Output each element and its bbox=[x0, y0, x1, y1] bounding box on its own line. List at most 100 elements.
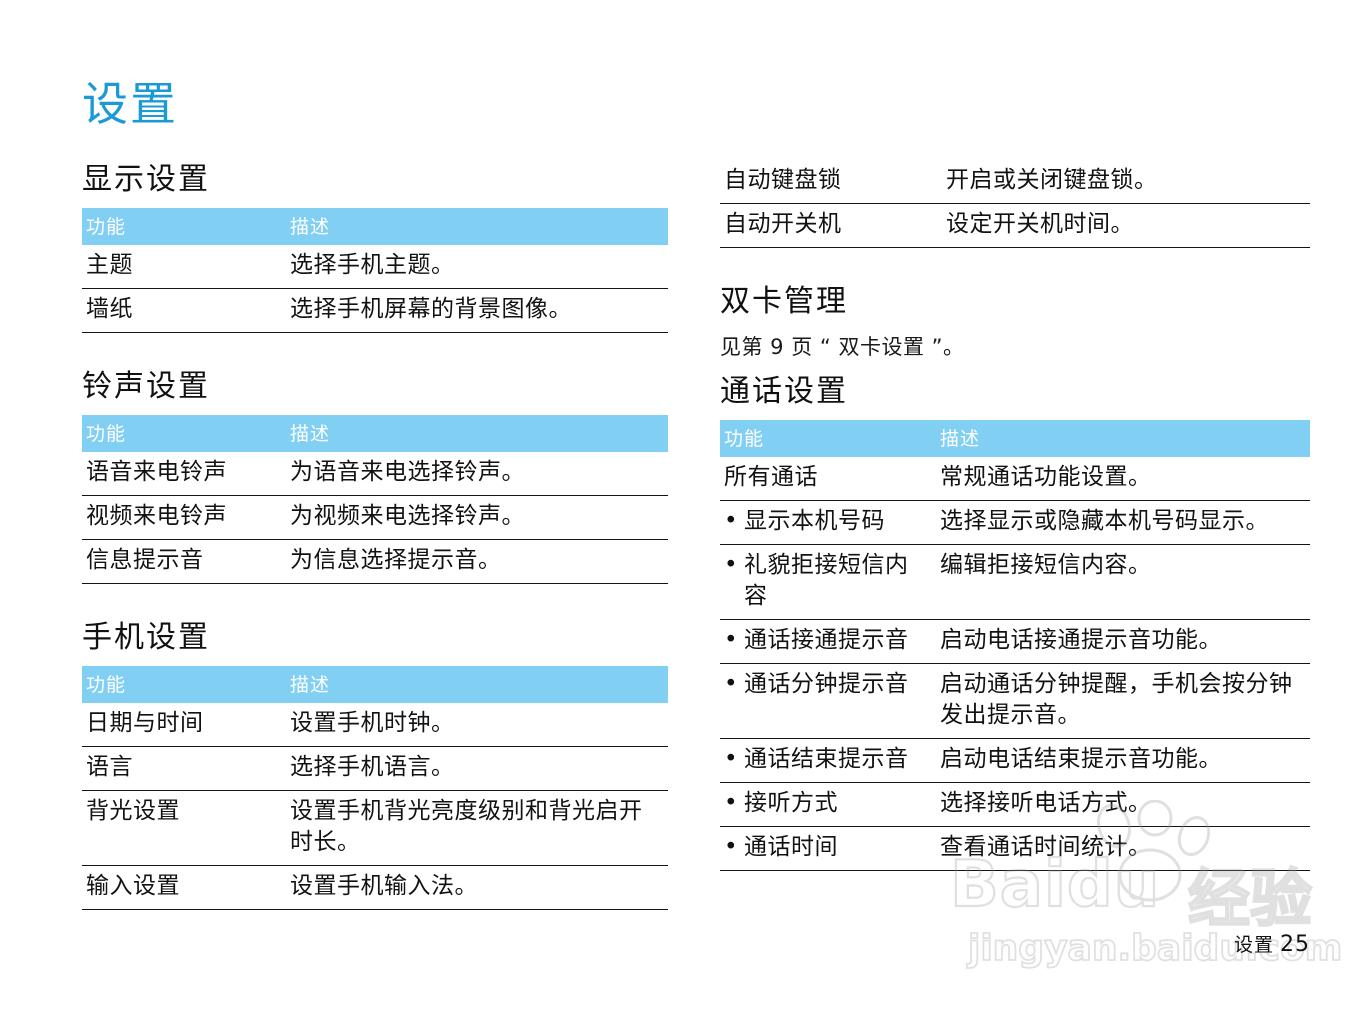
section-heading: 显示设置 bbox=[82, 162, 210, 197]
section-dual-sim-management: 双卡管理 见第 9 页 “ 双卡设置 ”。 bbox=[720, 282, 1310, 362]
cell-description: 设置手机时钟。 bbox=[286, 703, 668, 747]
cell-description: 为语音来电选择铃声。 bbox=[286, 452, 668, 496]
table-header-row: 功能 描述 bbox=[82, 415, 668, 452]
table-row: 墙纸 选择手机屏幕的背景图像。 bbox=[82, 288, 668, 333]
bullet-icon: • bbox=[724, 552, 739, 578]
cell-feature: • 通话接通提示音 bbox=[720, 619, 936, 664]
cell-feature-label: 通话接通提示音 bbox=[744, 627, 909, 653]
column-header-description: 描述 bbox=[936, 420, 1310, 457]
cell-feature: 信息提示音 bbox=[82, 539, 286, 584]
table-row: 语音来电铃声 为语音来电选择铃声。 bbox=[82, 452, 668, 496]
table-row: 日期与时间 设置手机时钟。 bbox=[82, 703, 668, 747]
table-row: 背光设置 设置手机背光亮度级别和背光启开时长。 bbox=[82, 790, 668, 866]
section-heading: 双卡管理 bbox=[720, 284, 848, 319]
footer-page-number: 25 bbox=[1280, 932, 1310, 957]
cell-description: 选择接听电话方式。 bbox=[936, 782, 1310, 827]
table-header-row: 功能 描述 bbox=[720, 420, 1310, 457]
cell-feature: • 通话结束提示音 bbox=[720, 738, 936, 783]
cell-feature: 所有通话 bbox=[720, 457, 936, 501]
cell-feature: 输入设置 bbox=[82, 865, 286, 910]
left-column: 显示设置 功能 描述 主题 选择手机主题。 墙纸 选择手机屏幕的背景图像。 铃声… bbox=[82, 160, 668, 910]
cell-feature: 背光设置 bbox=[82, 790, 286, 866]
spacer bbox=[82, 333, 668, 367]
cell-description: 选择手机语言。 bbox=[286, 746, 668, 791]
table-row: • 通话时间 查看通话时间统计。 bbox=[720, 826, 1310, 871]
cell-feature: 墙纸 bbox=[82, 288, 286, 333]
right-column: 自动键盘锁 开启或关闭键盘锁。 自动开关机 设定开关机时间。 双卡管理 见第 9… bbox=[720, 160, 1310, 871]
cell-description: 为信息选择提示音。 bbox=[286, 539, 668, 584]
table-row: • 显示本机号码 选择显示或隐藏本机号码显示。 bbox=[720, 500, 1310, 545]
cell-feature: 语言 bbox=[82, 746, 286, 791]
call-settings-table: 功能 描述 所有通话 常规通话功能设置。 • 显示本机号码 选择显示或隐藏本机号码… bbox=[720, 420, 1310, 871]
display-settings-table: 功能 描述 主题 选择手机主题。 墙纸 选择手机屏幕的背景图像。 bbox=[82, 208, 668, 333]
cell-description: 选择显示或隐藏本机号码显示。 bbox=[936, 500, 1310, 545]
section-phone-settings: 手机设置 功能 描述 日期与时间 设置手机时钟。 语言 选择手机语言。 背光设置… bbox=[82, 618, 668, 910]
section-heading: 通话设置 bbox=[720, 374, 848, 409]
cell-feature-label: 礼貌拒接短信内容 bbox=[744, 552, 909, 609]
cell-description: 设定开关机时间。 bbox=[942, 203, 1310, 248]
table-row: 语言 选择手机语言。 bbox=[82, 746, 668, 791]
section-ringtone-settings: 铃声设置 功能 描述 语音来电铃声 为语音来电选择铃声。 视频来电铃声 为视频来… bbox=[82, 367, 668, 584]
table-row: 主题 选择手机主题。 bbox=[82, 245, 668, 289]
cell-feature: • 通话时间 bbox=[720, 826, 936, 871]
cell-feature: 视频来电铃声 bbox=[82, 495, 286, 540]
bullet-icon: • bbox=[724, 746, 739, 772]
table-header-row: 功能 描述 bbox=[82, 208, 668, 245]
table-row: 输入设置 设置手机输入法。 bbox=[82, 865, 668, 910]
cell-feature-label: 通话时间 bbox=[744, 834, 838, 860]
table-row: 自动键盘锁 开启或关闭键盘锁。 bbox=[720, 160, 1310, 204]
bullet-icon: • bbox=[724, 790, 739, 816]
table-row: • 通话分钟提示音 启动通话分钟提醒，手机会按分钟发出提示音。 bbox=[720, 663, 1310, 739]
table-row: • 接听方式 选择接听电话方式。 bbox=[720, 782, 1310, 827]
cell-description: 常规通话功能设置。 bbox=[936, 457, 1310, 501]
bullet-icon: • bbox=[724, 671, 739, 697]
page-footer: 设置 25 bbox=[718, 930, 1310, 957]
column-header-description: 描述 bbox=[286, 415, 668, 452]
spacer bbox=[82, 584, 668, 618]
cell-feature: 自动开关机 bbox=[720, 203, 942, 248]
cell-description: 为视频来电选择铃声。 bbox=[286, 495, 668, 540]
cell-feature-label: 通话结束提示音 bbox=[744, 746, 909, 772]
cell-feature: 自动键盘锁 bbox=[720, 160, 942, 204]
table-row: • 礼貌拒接短信内容 编辑拒接短信内容。 bbox=[720, 544, 1310, 620]
table-row: 自动开关机 设定开关机时间。 bbox=[720, 203, 1310, 248]
cell-feature: • 礼貌拒接短信内容 bbox=[720, 544, 936, 620]
cell-description: 编辑拒接短信内容。 bbox=[936, 544, 1310, 620]
cell-description: 选择手机主题。 bbox=[286, 245, 668, 289]
bullet-icon: • bbox=[724, 508, 739, 534]
cell-feature: • 通话分钟提示音 bbox=[720, 663, 936, 739]
section-display-settings: 显示设置 功能 描述 主题 选择手机主题。 墙纸 选择手机屏幕的背景图像。 bbox=[82, 160, 668, 333]
cell-description: 选择手机屏幕的背景图像。 bbox=[286, 288, 668, 333]
table-row: • 通话结束提示音 启动电话结束提示音功能。 bbox=[720, 738, 1310, 783]
cell-description: 开启或关闭键盘锁。 bbox=[942, 160, 1310, 204]
table-row: 信息提示音 为信息选择提示音。 bbox=[82, 539, 668, 584]
cell-description: 查看通话时间统计。 bbox=[936, 826, 1310, 871]
ringtone-settings-table: 功能 描述 语音来电铃声 为语音来电选择铃声。 视频来电铃声 为视频来电选择铃声… bbox=[82, 415, 668, 584]
cell-feature: • 显示本机号码 bbox=[720, 500, 936, 545]
section-heading: 铃声设置 bbox=[82, 369, 210, 404]
cell-description: 启动电话结束提示音功能。 bbox=[936, 738, 1310, 783]
cell-feature-label: 通话分钟提示音 bbox=[744, 671, 909, 697]
continued-settings-table: 自动键盘锁 开启或关闭键盘锁。 自动开关机 设定开关机时间。 bbox=[720, 160, 1310, 248]
column-header-feature: 功能 bbox=[82, 208, 286, 245]
spacer bbox=[720, 248, 1310, 282]
spacer bbox=[720, 362, 1310, 372]
phone-settings-table: 功能 描述 日期与时间 设置手机时钟。 语言 选择手机语言。 背光设置 设置手机… bbox=[82, 666, 668, 910]
column-header-feature: 功能 bbox=[82, 415, 286, 452]
bullet-icon: • bbox=[724, 834, 739, 860]
table-header-row: 功能 描述 bbox=[82, 666, 668, 703]
table-row: • 通话接通提示音 启动电话接通提示音功能。 bbox=[720, 619, 1310, 664]
column-header-feature: 功能 bbox=[720, 420, 936, 457]
section-call-settings: 通话设置 功能 描述 所有通话 常规通话功能设置。 • 显示本机号码 选择显示或隐… bbox=[720, 372, 1310, 871]
cell-feature-label: 显示本机号码 bbox=[744, 508, 885, 534]
cell-description: 设置手机背光亮度级别和背光启开时长。 bbox=[286, 790, 668, 866]
bullet-icon: • bbox=[724, 627, 739, 653]
page-title: 设置 bbox=[82, 77, 178, 131]
column-header-feature: 功能 bbox=[82, 666, 286, 703]
table-row: 视频来电铃声 为视频来电选择铃声。 bbox=[82, 495, 668, 540]
cell-feature-label: 接听方式 bbox=[744, 790, 838, 816]
cell-description: 启动通话分钟提醒，手机会按分钟发出提示音。 bbox=[936, 663, 1310, 739]
cross-reference-text: 见第 9 页 “ 双卡设置 ”。 bbox=[720, 335, 965, 359]
cell-feature: • 接听方式 bbox=[720, 782, 936, 827]
